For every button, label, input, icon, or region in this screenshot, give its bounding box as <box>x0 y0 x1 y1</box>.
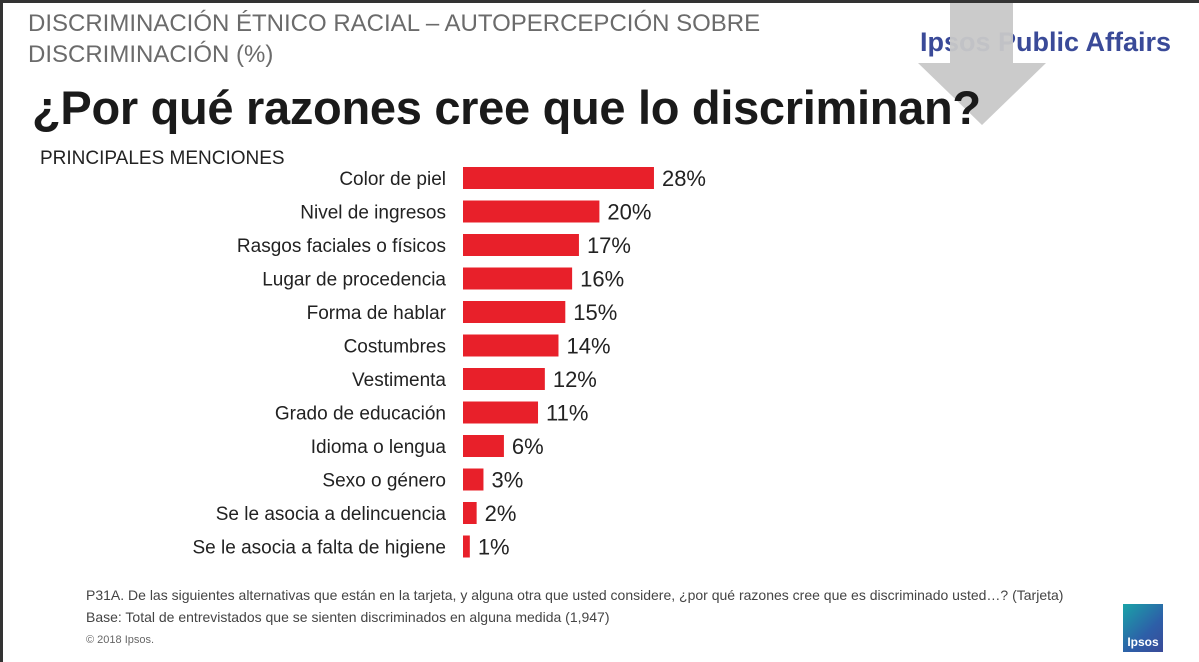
copyright: © 2018 Ipsos. <box>86 634 155 646</box>
bar <box>463 200 600 223</box>
category-label: Forma de hablar <box>307 303 447 324</box>
frame-border-left <box>0 0 3 662</box>
bar <box>463 334 559 357</box>
data-label: 1% <box>478 535 510 560</box>
bar <box>463 468 484 491</box>
data-label: 3% <box>491 468 523 493</box>
data-label: 12% <box>553 367 597 392</box>
ipsos-logo-text: Ipsos <box>1127 635 1159 649</box>
data-label: 15% <box>573 300 617 325</box>
bar <box>463 401 539 424</box>
category-label: Se le asocia a delincuencia <box>216 504 447 525</box>
category-label: Color de piel <box>339 169 446 190</box>
category-label: Rasgos faciales o físicos <box>237 236 446 257</box>
data-label: 2% <box>485 501 517 526</box>
bar <box>463 301 566 323</box>
category-label: Nivel de ingresos <box>300 203 446 224</box>
category-label: Sexo o género <box>322 471 446 492</box>
frame-border-top <box>0 0 1199 3</box>
slide-supertitle: DISCRIMINACIÓN ÉTNICO RACIAL – AUTOPERCE… <box>28 10 761 68</box>
question-note: P31A. De las siguientes alternativas que… <box>86 587 1064 603</box>
bar <box>463 234 579 256</box>
category-label: Se le asocia a falta de higiene <box>192 538 446 559</box>
data-label: 20% <box>607 200 651 225</box>
category-label: Grado de educación <box>275 404 446 425</box>
chart-subtitle: PRINCIPALES MENCIONES <box>40 148 285 169</box>
data-label: 28% <box>662 166 706 191</box>
base-note: Base: Total de entrevistados que se sien… <box>86 609 610 625</box>
data-label: 11% <box>546 401 588 426</box>
data-label: 16% <box>580 267 624 292</box>
bar <box>463 502 477 524</box>
data-label: 17% <box>587 233 631 258</box>
ipsos-logo: Ipsos <box>1123 604 1163 652</box>
slide-title: ¿Por qué razones cree que lo discriminan… <box>32 81 981 134</box>
bar <box>463 368 545 390</box>
category-label: Lugar de procedencia <box>262 270 446 291</box>
data-label: 6% <box>512 434 544 459</box>
bar <box>463 167 654 189</box>
category-label: Vestimenta <box>352 370 446 391</box>
category-label: Idioma o lengua <box>311 437 447 458</box>
bar <box>463 535 470 558</box>
category-label: Costumbres <box>344 337 446 358</box>
bar <box>463 267 573 290</box>
data-label: 14% <box>566 334 610 359</box>
bar <box>463 435 504 457</box>
down-arrow-icon <box>918 3 1046 125</box>
